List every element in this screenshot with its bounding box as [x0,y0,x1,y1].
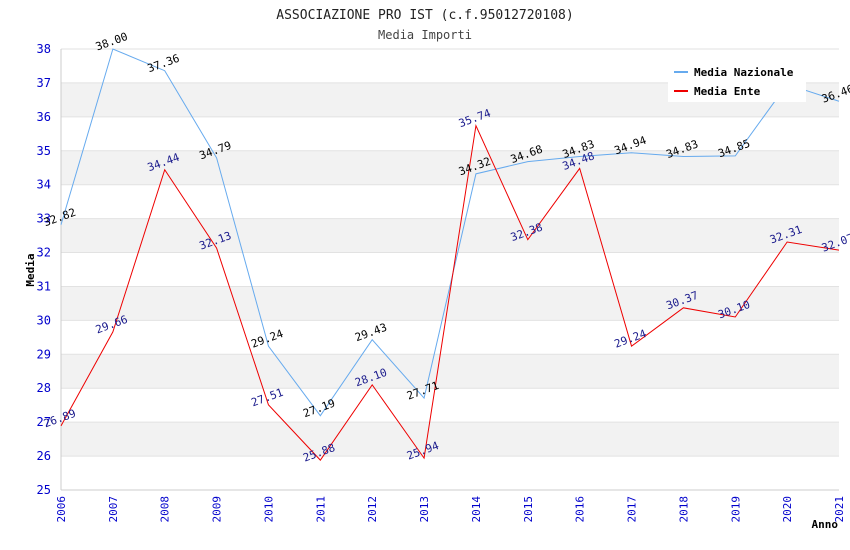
y-tick-label: 31 [37,279,51,293]
legend-label: Media Nazionale [694,66,794,79]
x-tick-label: 2021 [833,496,846,523]
data-label-nazionale: 27.19 [301,397,337,421]
y-tick-label: 33 [37,212,51,226]
chart-title: ASSOCIAZIONE PRO IST (c.f.95012720108) [276,8,573,23]
y-tick-label: 25 [37,483,51,497]
y-tick-label: 38 [37,42,51,56]
data-label-ente: 29.24 [613,327,649,351]
series-lines [60,48,840,461]
grid-bands [61,82,839,457]
legend-box [668,60,806,102]
series-line-ente [60,123,840,461]
y-tick-label: 37 [37,76,51,90]
legend-label: Media Ente [694,85,761,98]
series-line-nazionale [60,48,840,417]
grid-band [61,422,839,457]
y-tick-label: 27 [37,415,51,429]
y-tick-label: 32 [37,246,51,260]
y-tick-label: 34 [37,178,51,192]
grid-band [61,354,839,389]
x-tick-label: 2015 [522,496,535,523]
data-label-nazionale: 29.24 [249,327,285,351]
y-tick-label: 36 [37,110,51,124]
x-tick-label: 2017 [626,496,639,523]
x-tick-label: 2010 [262,496,275,523]
x-tick-label: 2012 [366,496,379,523]
x-tick-label: 2007 [107,496,120,523]
x-tick-label: 2020 [781,496,794,523]
x-axis-ticks: 2006 2007 2008 2009 2010 2011 2012 2013 2014 2015… [55,496,846,523]
grid-band [61,218,839,253]
x-tick-label: 2009 [211,496,224,523]
y-tick-label: 26 [37,449,51,463]
data-label-ente: 27.51 [249,386,285,410]
x-tick-label: 2019 [729,496,742,523]
data-label-nazionale: 38.00 [94,30,130,54]
y-tick-label: 30 [37,313,51,327]
x-tick-label: 2016 [574,496,587,523]
y-tick-label: 28 [37,381,51,395]
x-tick-label: 2011 [314,496,327,523]
y-axis-ticks: 25 26 27 28 29 30 31 32 33 34 35 36 37 38 [37,42,51,497]
y-tick-label: 35 [37,144,51,158]
x-tick-label: 2008 [159,496,172,523]
legend: Media Nazionale Media Ente [668,60,806,102]
x-tick-label: 2013 [418,496,431,523]
x-tick-label: 2018 [677,496,690,523]
x-tick-label: 2014 [470,496,483,523]
x-axis-label: Anno [812,518,839,531]
data-label-nazionale: 37.36 [146,52,182,76]
y-axis-label: Media [24,253,37,286]
x-tick-label: 2006 [55,496,68,523]
chart-subtitle: Media Importi [378,28,472,42]
y-tick-label: 29 [37,347,51,361]
